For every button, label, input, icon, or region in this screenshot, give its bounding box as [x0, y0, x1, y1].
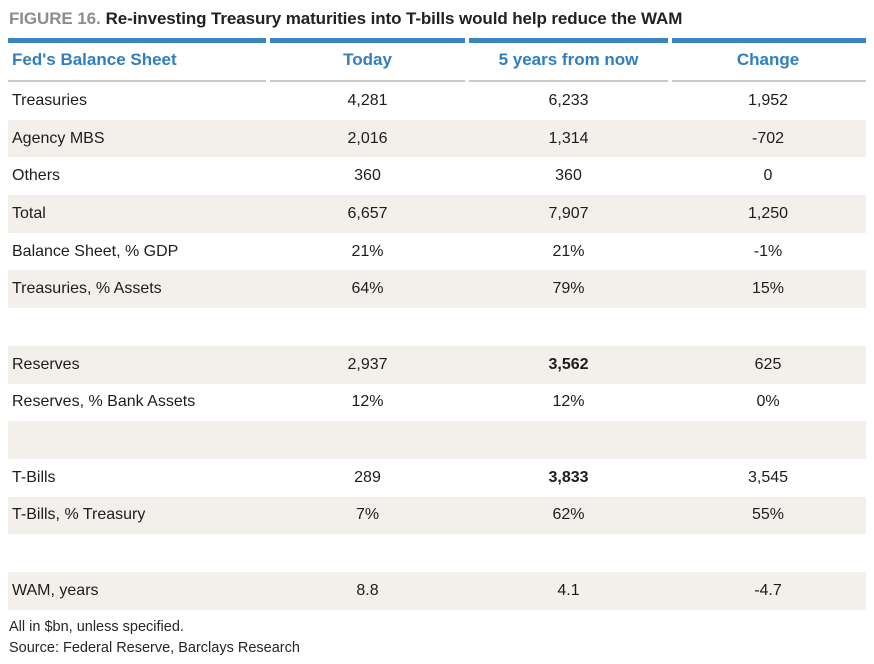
table-row: Agency MBS 2,016 1,314 -702 [8, 119, 866, 158]
table-row: Reserves 2,937 3,562 625 [8, 345, 866, 384]
spacer-row [8, 421, 866, 459]
footnote-source: Source: Federal Reserve, Barclays Resear… [9, 639, 300, 656]
column-header-five-years: 5 years from now [467, 38, 670, 82]
balance-sheet-table: Fed's Balance Sheet Today 5 years from n… [8, 38, 866, 610]
table-header-row: Fed's Balance Sheet Today 5 years from n… [8, 38, 866, 82]
table-row: Treasuries 4,281 6,233 1,952 [8, 82, 866, 120]
row-value-today: 2,937 [347, 355, 388, 373]
row-value-change: 1,952 [747, 91, 789, 109]
row-value-future: 3,562 [548, 355, 589, 373]
row-value-future: 21% [552, 242, 585, 260]
row-value-future: 4.1 [557, 581, 580, 599]
row-value-change: -4.7 [754, 581, 782, 599]
row-value-future: 7,907 [548, 204, 589, 222]
row-value-future: 79% [552, 280, 585, 298]
spacer-row [8, 534, 866, 572]
row-value-today: 12% [351, 393, 384, 411]
row-value-today: 21% [351, 242, 384, 260]
row-label: Treasuries [12, 91, 87, 109]
row-value-future: 360 [555, 167, 582, 185]
table-row: T-Bills 289 3,833 3,545 [8, 459, 866, 497]
footnote-units: All in $bn, unless specified. [9, 618, 184, 635]
row-label: Total [12, 204, 46, 222]
table-row: Reserves, % Bank Assets 12% 12% 0% [8, 384, 866, 422]
row-value-future: 6,233 [548, 91, 589, 109]
row-label: T-Bills, % Treasury [12, 506, 146, 524]
row-value-change: 15% [751, 280, 785, 298]
row-value-change: 0 [763, 167, 773, 185]
row-value-today: 7% [355, 506, 380, 524]
row-label: Agency MBS [12, 129, 105, 147]
row-label: Reserves [12, 355, 80, 373]
column-header-today: Today [268, 38, 467, 82]
row-value-today: 360 [354, 167, 381, 185]
row-label: Others [12, 167, 61, 185]
row-value-today: 289 [354, 468, 381, 486]
row-label: Treasuries, % Assets [12, 280, 162, 298]
row-value-change: 1,250 [747, 204, 789, 222]
row-value-today: 2,016 [347, 129, 388, 147]
row-value-future: 1,314 [548, 129, 589, 147]
row-value-today: 8.8 [356, 581, 379, 599]
row-value-change: 55% [751, 506, 785, 524]
row-value-change: 3,545 [747, 468, 789, 486]
spacer-row [8, 308, 866, 346]
figure-heading: FIGURE 16. Re-investing Treasury maturiti… [0, 0, 874, 30]
table-row: Others 360 360 0 [8, 157, 866, 195]
row-label: Balance Sheet, % GDP [12, 242, 179, 260]
row-value-today: 4,281 [347, 91, 388, 109]
row-value-future: 62% [552, 506, 585, 524]
row-label: Reserves, % Bank Assets [12, 393, 196, 411]
table-row: T-Bills, % Treasury 7% 62% 55% [8, 496, 866, 535]
column-header-change: Change [670, 38, 866, 82]
row-value-change: -702 [751, 129, 785, 147]
table-row: Balance Sheet, % GDP 21% 21% -1% [8, 233, 866, 271]
row-value-change: -1% [753, 242, 783, 260]
row-value-future: 3,833 [548, 468, 589, 486]
footnotes: All in $bn, unless specified. Source: Fe… [9, 617, 874, 659]
table-row: Treasuries, % Assets 64% 79% 15% [8, 270, 866, 309]
column-header-label: Fed's Balance Sheet [8, 38, 268, 82]
table-row: Total 6,657 7,907 1,250 [8, 195, 866, 233]
row-value-change: 625 [754, 355, 782, 373]
figure-number-label: FIGURE 16. [9, 9, 101, 28]
table-row: WAM, years 8.8 4.1 -4.7 [8, 571, 866, 610]
row-value-today: 6,657 [347, 204, 388, 222]
row-label: WAM, years [12, 581, 99, 599]
row-value-today: 64% [351, 280, 384, 298]
row-value-future: 12% [552, 393, 585, 411]
row-value-change: 0% [756, 393, 780, 411]
table-body: Treasuries 4,281 6,233 1,952 Agency MBS 2,016… [8, 82, 866, 610]
figure-title: Re-investing Treasury maturities into T-… [105, 9, 683, 28]
row-label: T-Bills [12, 468, 56, 486]
